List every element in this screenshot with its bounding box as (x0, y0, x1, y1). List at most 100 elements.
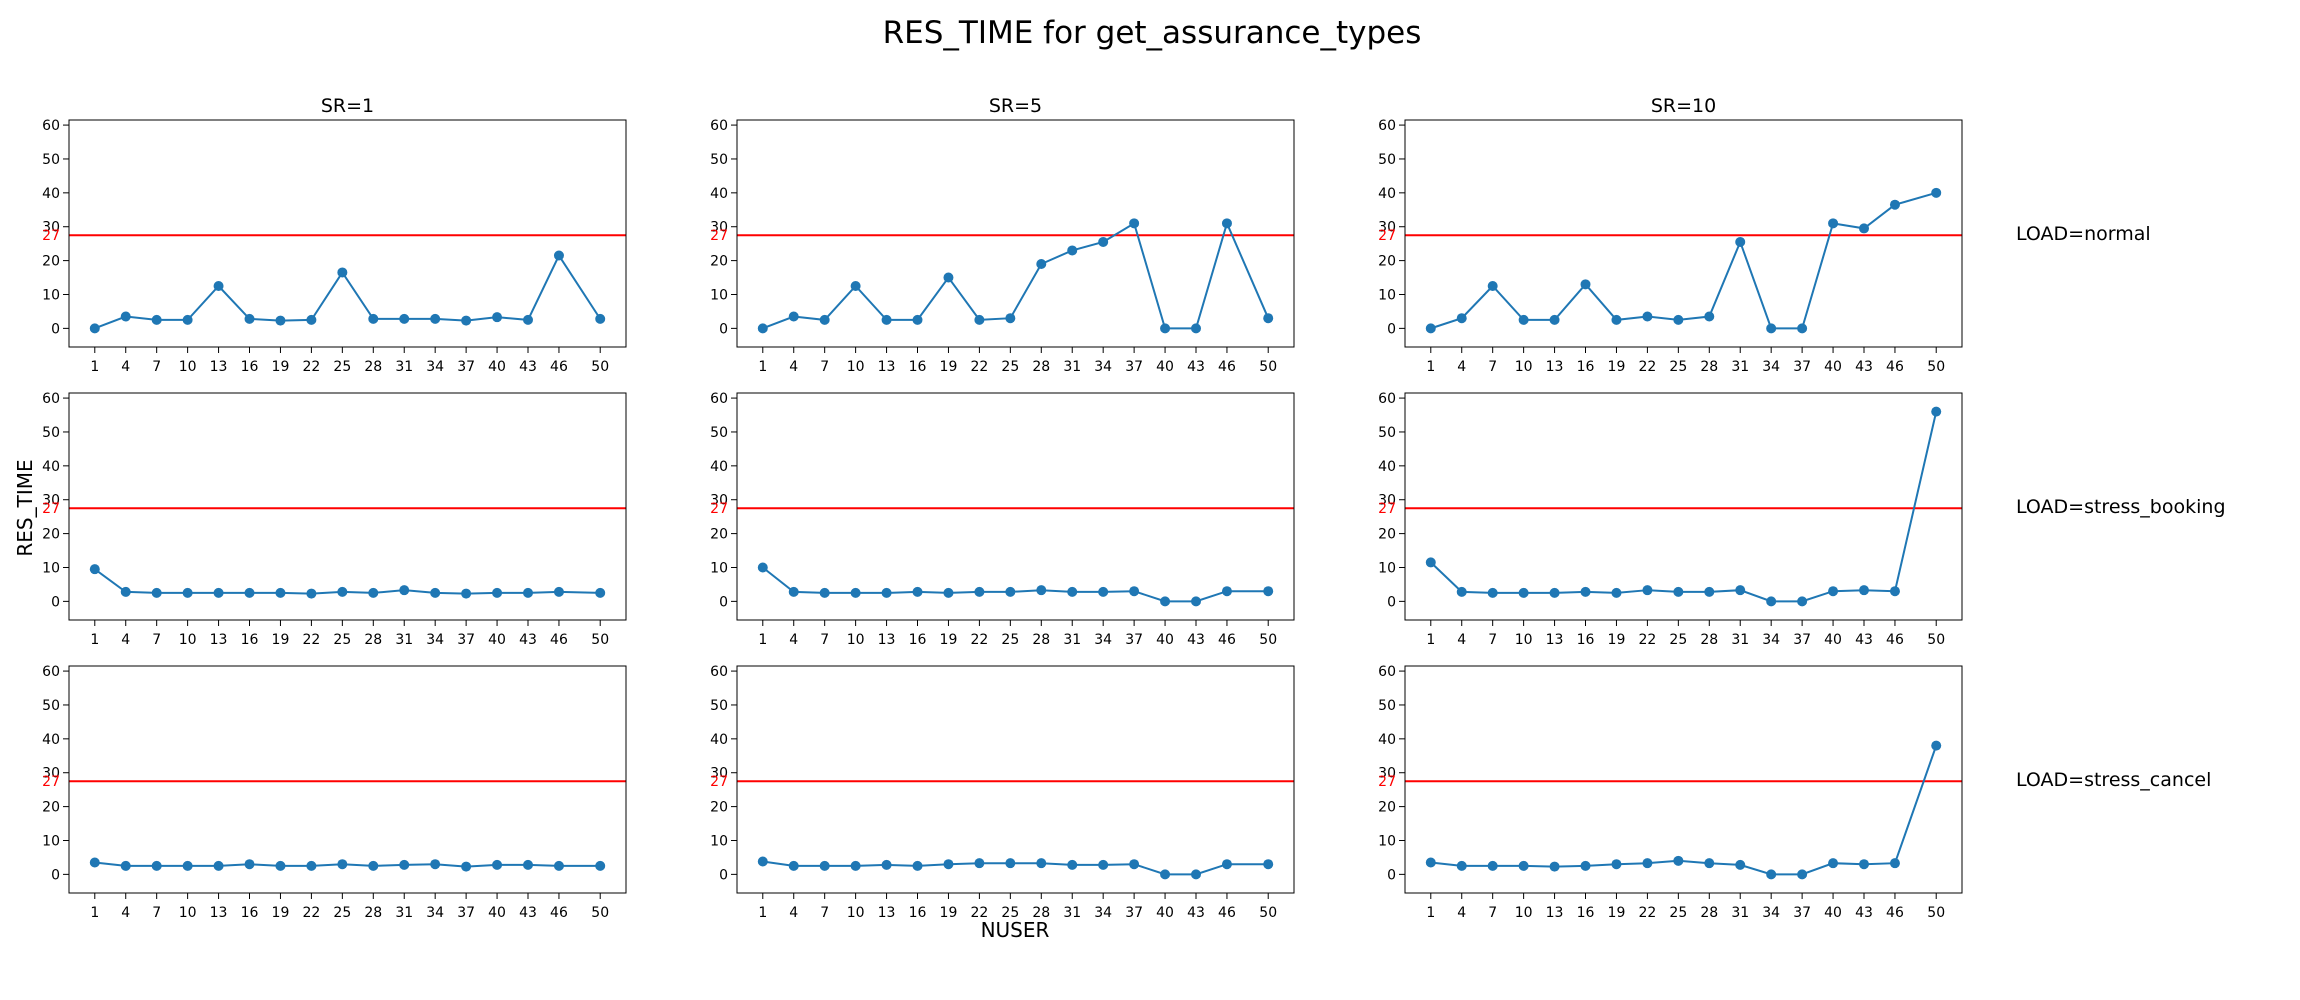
y-tick-label: 20 (710, 527, 728, 543)
data-point (1642, 858, 1653, 869)
x-tick-label: 22 (302, 905, 320, 921)
data-point (213, 860, 224, 871)
x-tick-label: 25 (333, 632, 351, 648)
x-tick-label: 31 (395, 359, 413, 375)
y-tick-label: 10 (1378, 560, 1396, 576)
plot-frame (68, 665, 627, 894)
data-point (1036, 858, 1047, 869)
data-point (1828, 218, 1839, 229)
y-tick-label: 40 (710, 186, 728, 202)
y-tick-label: 10 (42, 560, 60, 576)
x-tick-label: 22 (1638, 632, 1656, 648)
x-tick-label: 22 (1638, 359, 1656, 375)
data-point (819, 860, 830, 871)
x-tick-label: 4 (121, 359, 130, 375)
x-tick-label: 40 (1824, 905, 1842, 921)
data-point (368, 860, 379, 871)
data-point (430, 313, 441, 324)
data-point (819, 587, 830, 598)
y-tick-label: 50 (710, 425, 728, 441)
data-point (337, 586, 348, 597)
x-tick-label: 13 (878, 632, 896, 648)
x-axis-label: NUSER (981, 918, 1050, 942)
x-tick-label: 34 (1094, 632, 1112, 648)
x-tick-label: 31 (1731, 359, 1749, 375)
data-point (368, 587, 379, 598)
data-point (1549, 587, 1560, 598)
x-tick-label: 19 (940, 359, 958, 375)
x-tick-label: 46 (550, 359, 568, 375)
data-point (974, 858, 985, 869)
data-point (553, 860, 564, 871)
data-point (1425, 557, 1436, 568)
x-tick-label: 31 (1063, 905, 1081, 921)
plot-frame (1404, 392, 1963, 621)
data-point (1129, 859, 1140, 870)
threshold-label: 27 (710, 501, 728, 517)
data-point (182, 860, 193, 871)
x-tick-label: 1 (758, 905, 767, 921)
data-point (275, 860, 286, 871)
data-point (757, 562, 768, 573)
x-tick-label: 1 (1426, 359, 1435, 375)
x-tick-label: 7 (152, 632, 161, 648)
x-tick-label: 31 (1063, 632, 1081, 648)
data-point (1735, 585, 1746, 596)
x-tick-label: 16 (1577, 359, 1595, 375)
data-point (943, 272, 954, 283)
data-point (1487, 587, 1498, 598)
y-tick-label: 30 (1378, 766, 1396, 782)
data-point (275, 315, 286, 326)
y-tick-label: 40 (1378, 186, 1396, 202)
x-tick-label: 43 (519, 359, 537, 375)
x-tick-label: 22 (970, 359, 988, 375)
data-point (306, 588, 317, 599)
chart-title: RES_TIME for get_assurance_types (883, 15, 1422, 51)
y-tick-label: 10 (42, 833, 60, 849)
x-tick-label: 46 (1218, 632, 1236, 648)
x-tick-label: 31 (1063, 359, 1081, 375)
x-tick-label: 10 (1515, 632, 1533, 648)
x-tick-label: 34 (1762, 905, 1780, 921)
x-tick-label: 40 (1156, 359, 1174, 375)
x-tick-label: 19 (272, 905, 290, 921)
x-tick-label: 46 (1218, 905, 1236, 921)
data-point (1518, 314, 1529, 325)
data-point (1098, 236, 1109, 247)
x-tick-label: 31 (1731, 632, 1749, 648)
data-point (1487, 281, 1498, 292)
data-point (430, 859, 441, 870)
data-point (1931, 187, 1942, 198)
y-tick-label: 40 (710, 459, 728, 475)
x-tick-label: 50 (1927, 359, 1945, 375)
data-point (1036, 585, 1047, 596)
y-tick-label: 10 (1378, 287, 1396, 303)
x-tick-label: 37 (1125, 359, 1143, 375)
x-tick-label: 28 (1032, 359, 1050, 375)
y-tick-label: 30 (710, 766, 728, 782)
x-tick-label: 37 (1125, 905, 1143, 921)
data-point (1580, 279, 1591, 290)
x-tick-label: 16 (909, 632, 927, 648)
y-tick-label: 10 (710, 560, 728, 576)
x-tick-label: 4 (121, 632, 130, 648)
y-tick-label: 50 (1378, 425, 1396, 441)
data-point (1425, 857, 1436, 868)
data-point (1221, 586, 1232, 597)
x-tick-label: 19 (272, 359, 290, 375)
x-tick-label: 10 (1515, 359, 1533, 375)
x-tick-label: 7 (152, 905, 161, 921)
data-point (788, 311, 799, 322)
data-point (182, 587, 193, 598)
data-point (1611, 314, 1622, 325)
x-tick-label: 13 (878, 905, 896, 921)
x-tick-label: 4 (789, 632, 798, 648)
y-tick-label: 10 (42, 287, 60, 303)
x-tick-label: 10 (179, 632, 197, 648)
x-tick-label: 34 (426, 905, 444, 921)
data-point (1828, 858, 1839, 869)
x-tick-label: 28 (364, 905, 382, 921)
threshold-label: 27 (710, 228, 728, 244)
data-point (1425, 323, 1436, 334)
y-tick-label: 50 (710, 698, 728, 714)
